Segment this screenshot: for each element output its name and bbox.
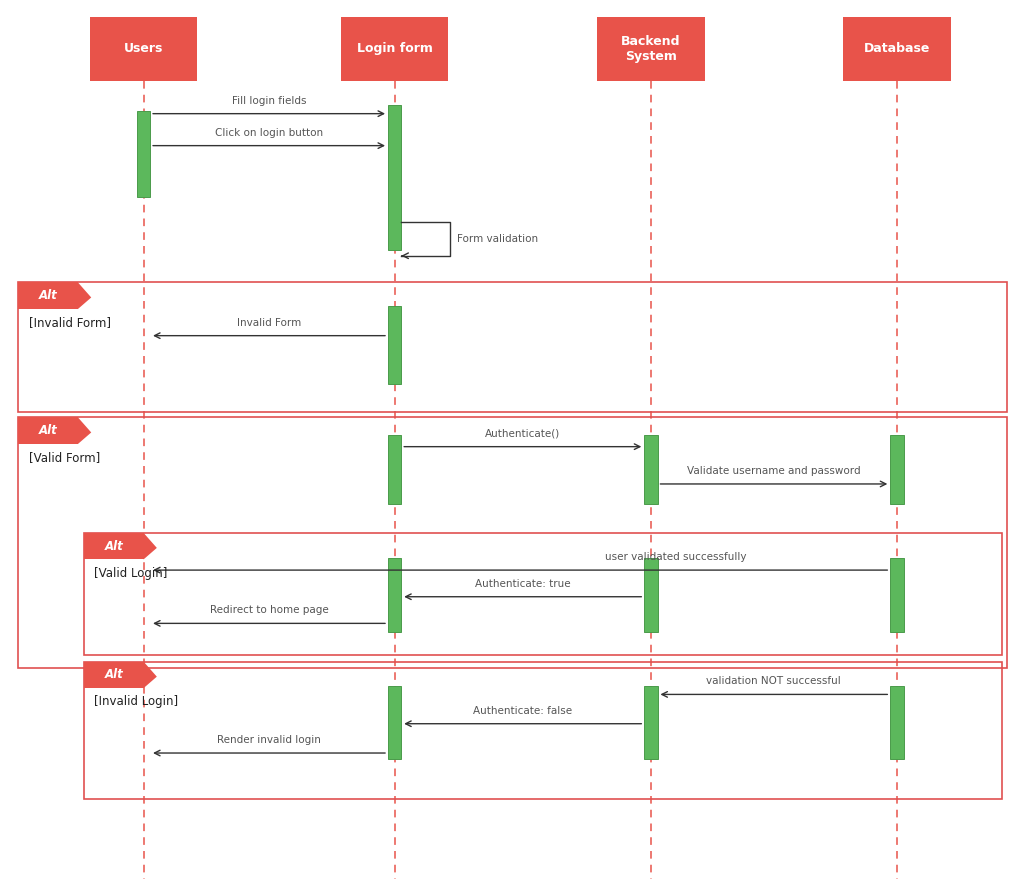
Bar — [645, 435, 658, 504]
Bar — [890, 435, 904, 504]
Text: Render invalid login: Render invalid login — [217, 735, 321, 745]
Bar — [18, 417, 1007, 668]
Text: [Valid Form]: [Valid Form] — [29, 451, 100, 464]
Bar — [84, 662, 1002, 799]
Bar — [340, 17, 449, 81]
Text: [Invalid Form]: [Invalid Form] — [29, 316, 111, 329]
Bar — [137, 111, 151, 197]
Bar — [84, 533, 1002, 655]
Bar — [18, 282, 78, 309]
Bar — [387, 105, 401, 250]
Bar — [890, 558, 904, 632]
Bar — [387, 435, 401, 504]
Text: Invalid Form: Invalid Form — [237, 318, 301, 328]
Text: Alt: Alt — [105, 540, 123, 552]
Text: validation NOT successful: validation NOT successful — [706, 677, 842, 686]
Text: Validate username and password: Validate username and password — [687, 466, 861, 476]
Bar — [387, 558, 401, 632]
Text: Alt: Alt — [39, 424, 57, 437]
Text: Users: Users — [124, 43, 163, 55]
Bar — [387, 306, 401, 384]
Text: [Valid Login]: [Valid Login] — [94, 567, 168, 580]
Text: Click on login button: Click on login button — [215, 128, 323, 138]
Bar — [645, 686, 658, 759]
Bar — [18, 417, 78, 444]
Text: user validated successfully: user validated successfully — [606, 552, 747, 562]
Bar — [843, 17, 951, 81]
Text: Alt: Alt — [39, 289, 57, 302]
Text: Authenticate: false: Authenticate: false — [474, 706, 572, 716]
Text: [Invalid Login]: [Invalid Login] — [94, 695, 178, 709]
Text: Authenticate(): Authenticate() — [485, 429, 561, 439]
Text: Database: Database — [864, 43, 930, 55]
Polygon shape — [78, 417, 91, 444]
Bar — [597, 17, 705, 81]
Text: Redirect to home page: Redirect to home page — [210, 606, 328, 615]
Text: Login form: Login form — [357, 43, 433, 55]
Bar — [84, 533, 144, 559]
Bar — [90, 17, 197, 81]
Bar — [890, 686, 904, 759]
Bar — [387, 686, 401, 759]
Polygon shape — [78, 282, 91, 309]
Text: Backend
System: Backend System — [621, 35, 681, 63]
Bar — [18, 282, 1007, 412]
Text: Alt: Alt — [105, 669, 123, 681]
Text: Authenticate: true: Authenticate: true — [475, 579, 571, 589]
Text: Fill login fields: Fill login fields — [232, 96, 306, 106]
Bar — [645, 558, 658, 632]
Polygon shape — [144, 533, 157, 559]
Bar — [84, 662, 144, 688]
Text: Form validation: Form validation — [457, 234, 538, 244]
Polygon shape — [144, 662, 157, 688]
